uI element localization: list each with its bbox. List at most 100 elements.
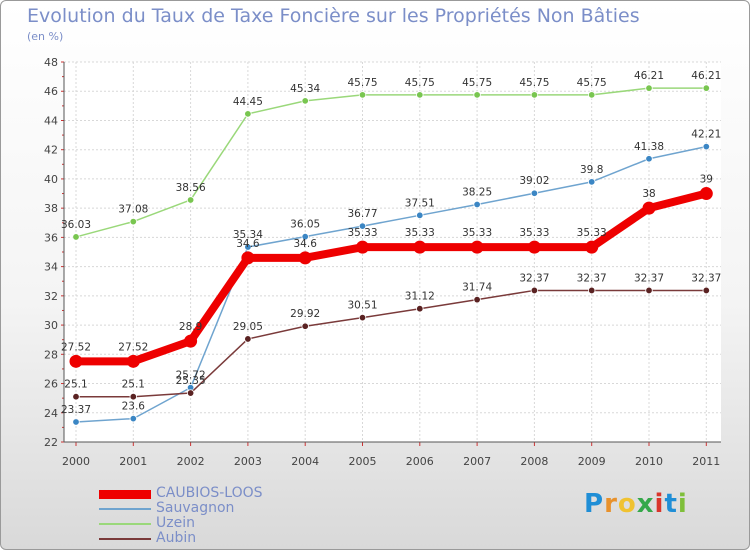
x-tick-label: 2010: [635, 455, 663, 468]
data-label-sauvagnon: 23.6: [122, 401, 146, 413]
data-point-uzein: [186, 196, 195, 204]
x-tick-label: 2006: [406, 455, 434, 468]
proxiti-logo: Proxiti: [584, 489, 688, 519]
data-point-uzein: [588, 91, 596, 99]
data-point-sauvagnon: [358, 222, 367, 230]
legend-item-sauvagnon: Sauvagnon: [99, 500, 319, 516]
y-tick-label: 26: [44, 378, 58, 391]
data-point-aubin: [244, 335, 252, 343]
legend-item-aubin: Aubin: [99, 530, 319, 546]
data-point-aubin: [645, 286, 653, 295]
data-point-uzein: [72, 233, 80, 241]
data-label-caubios-loos: 35.33: [405, 227, 435, 239]
data-label-sauvagnon: 25.72: [176, 370, 206, 382]
data-point-aubin: [72, 392, 80, 401]
data-label-aubin: 25.1: [122, 379, 145, 391]
data-point-sauvagnon: [702, 142, 710, 151]
data-label-sauvagnon: 39.8: [580, 164, 603, 176]
data-point-sauvagnon: [645, 155, 653, 163]
legend-swatch: [99, 508, 151, 510]
x-tick-label: 2002: [177, 455, 205, 468]
data-point-uzein: [473, 91, 481, 99]
logo-letter: r: [604, 489, 618, 519]
data-label-caubios-loos: 35.33: [462, 227, 492, 239]
x-tick-label: 2005: [349, 455, 377, 468]
data-point-uzein: [645, 84, 653, 92]
data-label-aubin: 29.92: [290, 308, 320, 320]
data-point-sauvagnon: [244, 243, 252, 251]
data-point-uzein: [129, 217, 137, 226]
data-label-sauvagnon: 23.37: [61, 404, 91, 416]
data-point-sauvagnon: [72, 418, 80, 426]
data-label-uzein: 46.21: [634, 70, 664, 82]
logo-letter: i: [654, 489, 665, 519]
data-label-uzein: 44.45: [233, 96, 263, 108]
legend: CAUBIOS-LOOS Sauvagnon Uzein Aubin: [99, 485, 319, 546]
data-label-uzein: 36.03: [61, 219, 91, 231]
data-label-aubin: 32.37: [634, 272, 664, 284]
logo-letter: o: [617, 489, 637, 519]
y-tick-label: 48: [44, 56, 58, 69]
data-point-aubin: [702, 286, 710, 295]
data-label-sauvagnon: 41.38: [634, 141, 664, 153]
x-tick-label: 2007: [463, 455, 491, 468]
y-tick-label: 42: [44, 144, 58, 157]
data-label-uzein: 38.56: [176, 182, 206, 194]
legend-swatch: [99, 489, 151, 499]
data-point-caubios-loos: [585, 240, 599, 254]
data-point-caubios-loos: [527, 240, 541, 254]
data-label-caubios-loos: 28.9: [179, 321, 202, 333]
data-point-uzein: [358, 91, 367, 99]
logo-letter: P: [584, 489, 605, 519]
data-point-uzein: [416, 91, 424, 99]
data-point-sauvagnon: [129, 414, 137, 423]
data-label-caubios-loos: 27.52: [118, 341, 148, 353]
data-label-aubin: 31.12: [405, 291, 435, 303]
data-label-caubios-loos: 35.33: [347, 227, 377, 239]
chart-title: Evolution du Taux de Taxe Foncière sur l…: [27, 5, 640, 27]
data-point-sauvagnon: [416, 211, 424, 220]
data-label-uzein: 45.75: [405, 77, 435, 89]
x-tick-label: 2004: [291, 455, 319, 468]
data-label-caubios-loos: 35.33: [519, 227, 549, 239]
data-point-aubin: [129, 392, 137, 401]
legend-item-caubios-loos: CAUBIOS-LOOS: [99, 485, 319, 501]
legend-label: CAUBIOS-LOOS: [156, 485, 263, 501]
y-tick-label: 46: [44, 85, 58, 98]
data-point-caubios-loos: [470, 240, 484, 254]
data-point-caubios-loos: [184, 334, 198, 348]
y-tick-label: 34: [44, 261, 58, 274]
data-label-sauvagnon: 36.77: [347, 208, 377, 220]
y-tick-label: 24: [44, 407, 58, 420]
data-label-sauvagnon: 37.51: [405, 197, 435, 209]
data-point-uzein: [301, 97, 309, 105]
x-tick-label: 2008: [520, 455, 548, 468]
data-point-aubin: [301, 322, 309, 330]
legend-swatch: [99, 523, 151, 525]
data-label-aubin: 29.05: [233, 321, 263, 333]
series-line-caubios-loos: [72, 189, 711, 366]
logo-letter: i: [677, 489, 688, 519]
x-tick-label: 2011: [692, 455, 720, 468]
y-tick-label: 38: [44, 202, 58, 215]
y-tick-label: 30: [44, 319, 58, 332]
data-label-aubin: 32.37: [519, 272, 549, 284]
data-point-caubios-loos: [356, 240, 369, 254]
data-label-caubios-loos: 38: [642, 188, 655, 200]
data-label-sauvagnon: 42.21: [691, 129, 721, 141]
data-label-sauvagnon: 36.05: [290, 219, 320, 231]
data-label-uzein: 37.08: [118, 204, 148, 216]
data-point-uzein: [702, 84, 710, 92]
data-point-caubios-loos: [699, 187, 713, 201]
y-tick-label: 36: [44, 231, 58, 244]
y-tick-label: 28: [44, 348, 58, 361]
data-point-sauvagnon: [530, 189, 539, 197]
data-label-uzein: 45.75: [577, 77, 607, 89]
logo-letter: x: [636, 489, 655, 519]
data-label-caubios-loos: 35.33: [577, 227, 607, 239]
legend-swatch: [99, 538, 151, 540]
data-point-uzein: [530, 91, 539, 99]
data-label-caubios-loos: 34.6: [294, 238, 318, 250]
data-label-aubin: 32.37: [577, 272, 607, 284]
